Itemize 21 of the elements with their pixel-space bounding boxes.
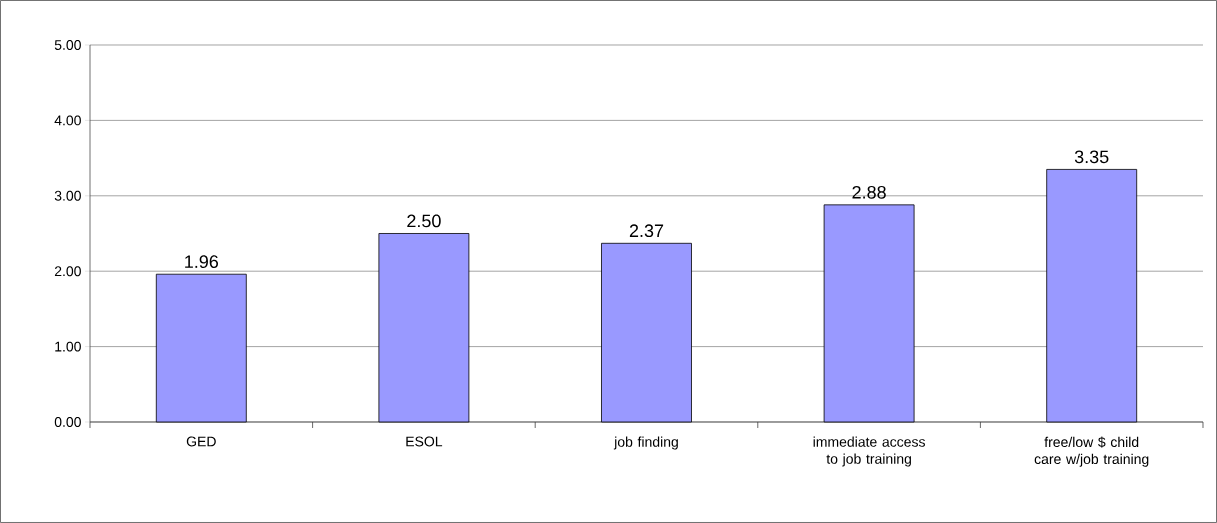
bar [378,233,470,423]
x-tick-label: ESOL [406,436,443,447]
x-tick-label: free/low $ child care w/job training [1034,436,1149,467]
x-tick-label: job finding [613,436,678,450]
bar [1046,169,1138,423]
data-label: 3.35 [1074,150,1109,164]
y-tick-label: 0.00 [54,417,81,427]
x-tick-label: GED [186,436,216,447]
y-tick-label: 5.00 [54,40,81,50]
bar [601,242,692,423]
y-tick-label: 4.00 [54,115,81,126]
x-tick-label: immediate access to job training [813,436,925,467]
data-label: 1.96 [185,255,219,269]
y-tick-label: 3.00 [54,190,81,201]
y-tick-label: 1.00 [55,341,81,352]
data-label: 2.50 [407,214,441,228]
bar [823,204,915,423]
data-label: 2.88 [852,185,886,199]
bar [155,273,247,423]
data-label: 2.37 [629,224,664,238]
y-tick-label: 2.00 [54,266,81,277]
